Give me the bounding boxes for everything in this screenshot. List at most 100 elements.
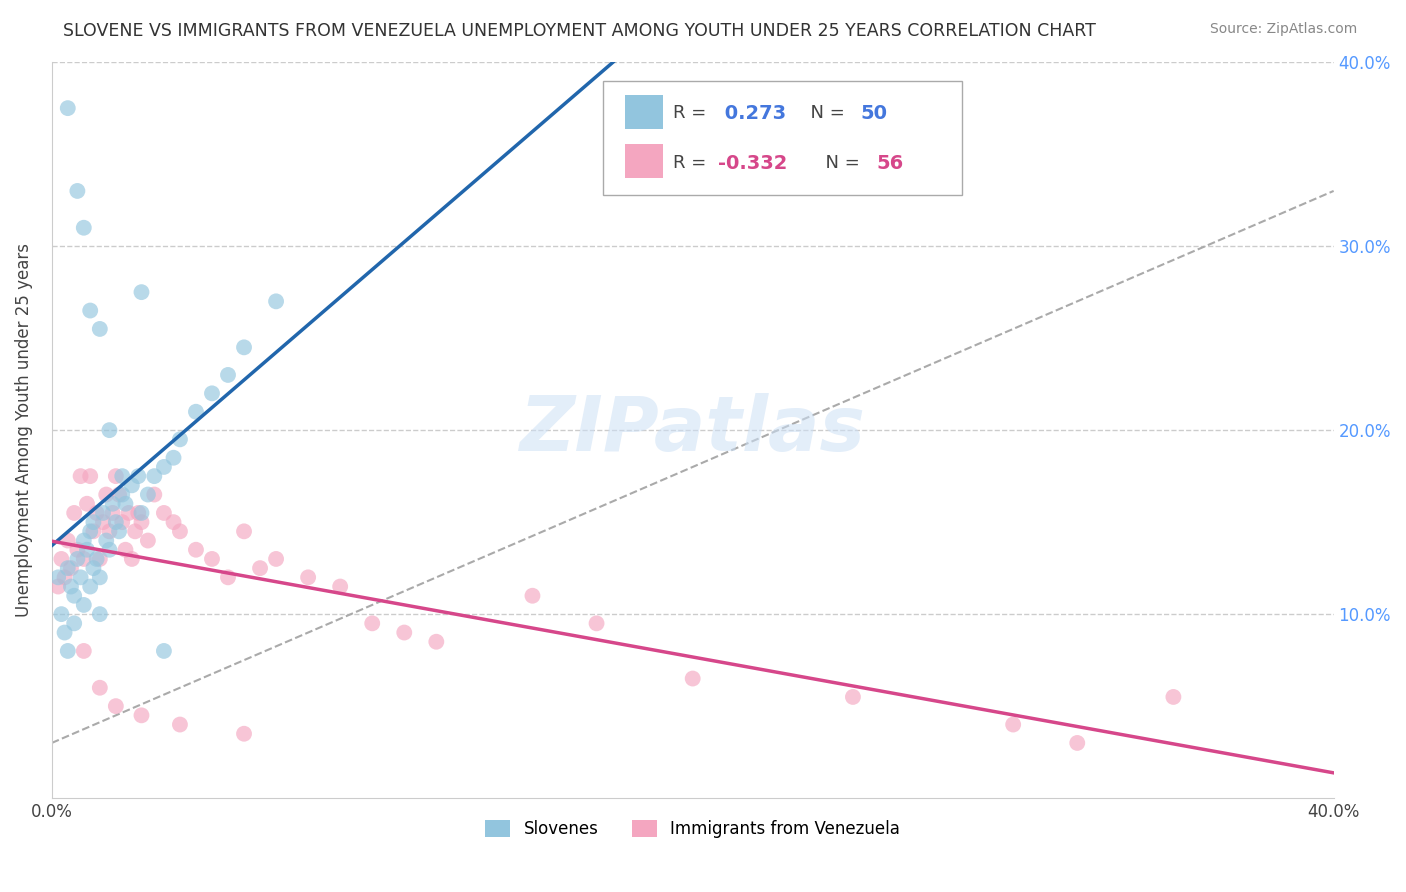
Point xyxy=(98,524,121,539)
Text: -0.332: -0.332 xyxy=(718,153,787,173)
Point xyxy=(153,506,176,520)
Point xyxy=(169,524,191,539)
Point xyxy=(162,515,184,529)
Point xyxy=(169,433,191,447)
Point xyxy=(361,616,384,631)
Bar xyxy=(624,144,664,178)
Point xyxy=(127,469,149,483)
Point xyxy=(56,533,79,548)
Point xyxy=(53,570,76,584)
Text: 56: 56 xyxy=(876,153,903,173)
Point xyxy=(98,423,121,437)
Text: ZIPatlas: ZIPatlas xyxy=(520,393,866,467)
Point xyxy=(111,469,134,483)
Point xyxy=(82,524,104,539)
Point xyxy=(136,487,159,501)
Point xyxy=(73,220,96,235)
Text: Source: ZipAtlas.com: Source: ZipAtlas.com xyxy=(1209,22,1357,37)
Point xyxy=(82,515,104,529)
Text: N =: N = xyxy=(814,154,866,172)
Point xyxy=(169,717,191,731)
Text: 0.273: 0.273 xyxy=(718,103,786,122)
Point xyxy=(124,524,146,539)
Point xyxy=(329,580,352,594)
Point xyxy=(121,552,143,566)
Point xyxy=(1163,690,1185,704)
Point xyxy=(143,487,166,501)
Point xyxy=(56,644,79,658)
Point xyxy=(233,524,256,539)
Point xyxy=(79,580,101,594)
Point xyxy=(143,469,166,483)
Text: R =: R = xyxy=(673,104,713,122)
Point xyxy=(73,533,96,548)
Point xyxy=(51,607,73,621)
Point xyxy=(46,580,69,594)
Point xyxy=(162,450,184,465)
Point xyxy=(108,487,131,501)
Point xyxy=(66,552,89,566)
Point xyxy=(63,506,86,520)
Point xyxy=(63,616,86,631)
Point xyxy=(153,644,176,658)
Point xyxy=(69,570,91,584)
Point xyxy=(184,405,207,419)
Point xyxy=(111,515,134,529)
Point xyxy=(111,487,134,501)
Point xyxy=(127,506,149,520)
Text: N =: N = xyxy=(799,104,851,122)
Point xyxy=(79,303,101,318)
Point xyxy=(131,708,153,723)
Point xyxy=(66,184,89,198)
Point xyxy=(73,644,96,658)
Point xyxy=(76,497,98,511)
Point xyxy=(682,672,704,686)
Point xyxy=(89,570,111,584)
Point xyxy=(136,533,159,548)
Point xyxy=(101,506,124,520)
Point xyxy=(73,598,96,612)
Point xyxy=(114,542,136,557)
Point xyxy=(104,515,127,529)
Point xyxy=(96,533,118,548)
Point xyxy=(79,524,101,539)
Text: SLOVENE VS IMMIGRANTS FROM VENEZUELA UNEMPLOYMENT AMONG YOUTH UNDER 25 YEARS COR: SLOVENE VS IMMIGRANTS FROM VENEZUELA UNE… xyxy=(63,22,1097,40)
Point xyxy=(184,542,207,557)
Point xyxy=(114,497,136,511)
Y-axis label: Unemployment Among Youth under 25 years: Unemployment Among Youth under 25 years xyxy=(15,244,32,617)
Point xyxy=(1066,736,1088,750)
Point xyxy=(63,589,86,603)
Point xyxy=(86,506,108,520)
Point xyxy=(104,469,127,483)
Point xyxy=(233,340,256,354)
Point xyxy=(522,589,544,603)
FancyBboxPatch shape xyxy=(603,80,962,194)
Point xyxy=(233,727,256,741)
Point xyxy=(91,506,114,520)
Point xyxy=(101,497,124,511)
Point xyxy=(104,699,127,714)
Point xyxy=(59,580,82,594)
Point xyxy=(131,285,153,300)
Point xyxy=(153,459,176,474)
Point xyxy=(91,515,114,529)
Point xyxy=(264,552,287,566)
Point xyxy=(73,552,96,566)
Point xyxy=(249,561,271,575)
Point xyxy=(59,561,82,575)
Point xyxy=(118,506,141,520)
Point xyxy=(425,634,447,648)
Point xyxy=(89,607,111,621)
Point xyxy=(264,294,287,309)
Point xyxy=(1002,717,1025,731)
Point xyxy=(51,552,73,566)
Point xyxy=(96,487,118,501)
Bar xyxy=(624,95,664,129)
Point xyxy=(842,690,865,704)
Point xyxy=(121,478,143,492)
Point xyxy=(82,561,104,575)
Text: 50: 50 xyxy=(860,103,887,122)
Point xyxy=(217,570,239,584)
Point xyxy=(108,524,131,539)
Point xyxy=(201,552,224,566)
